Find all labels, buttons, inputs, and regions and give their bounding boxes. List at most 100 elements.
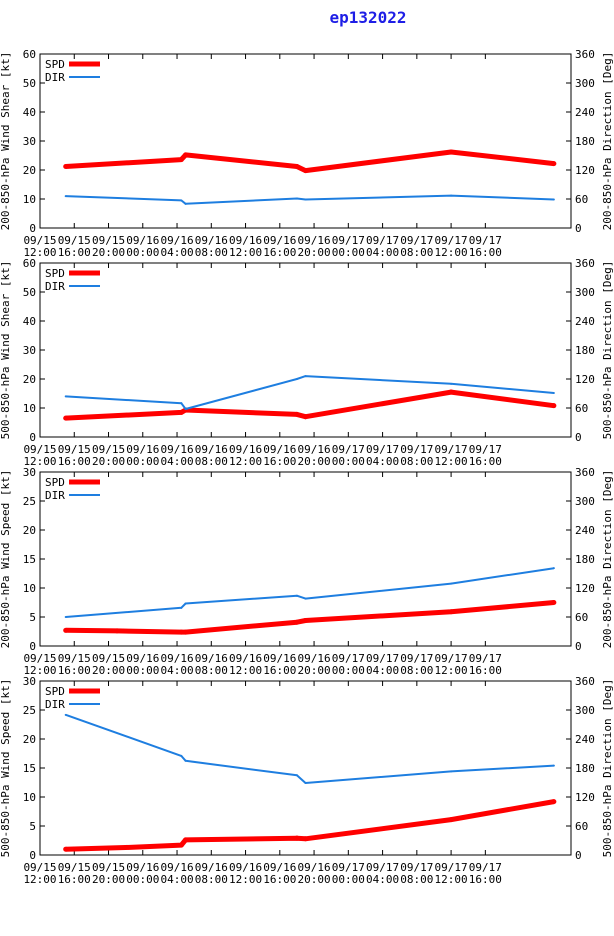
dir-data-point	[552, 567, 555, 570]
y2-tick-label: 300	[575, 286, 595, 299]
x-tick-day: 09/16	[229, 443, 262, 456]
x-tick-time: 12:00	[23, 455, 56, 468]
dir-data-point	[552, 764, 555, 767]
y-tick-label: 30	[23, 344, 36, 357]
x-tick-day: 09/17	[366, 652, 399, 665]
legend-label-spd: SPD	[45, 476, 65, 489]
y2-tick-label: 180	[575, 762, 595, 775]
dir-data-point	[295, 594, 298, 597]
x-tick-time: 12:00	[23, 873, 56, 886]
x-tick-day: 09/17	[400, 861, 433, 874]
x-tick-day: 09/16	[126, 443, 159, 456]
x-tick-day: 09/16	[263, 652, 296, 665]
y2-axis-title: 500-850-hPa Direction [Deg]	[601, 261, 614, 440]
y-tick-label: 10	[23, 791, 36, 804]
legend-label-dir: DIR	[45, 71, 65, 84]
y2-tick-label: 300	[575, 704, 595, 717]
x-tick-time: 16:00	[58, 873, 91, 886]
y2-tick-label: 60	[575, 193, 588, 206]
x-tick-day: 09/15	[58, 443, 91, 456]
x-tick-day: 09/17	[435, 861, 468, 874]
dir-data-point	[450, 382, 453, 385]
x-tick-day: 09/17	[332, 861, 365, 874]
y2-tick-label: 0	[575, 431, 582, 444]
x-tick-time: 00:00	[126, 873, 159, 886]
x-tick-day: 09/16	[298, 652, 331, 665]
spd-data-point	[303, 617, 308, 623]
x-tick-time: 04:00	[366, 455, 399, 468]
x-tick-time: 16:00	[469, 246, 502, 259]
x-tick-day: 09/17	[400, 652, 433, 665]
y-axis-title: 200-850-hPa Wind Shear [kt]	[0, 52, 12, 231]
y2-tick-label: 180	[575, 344, 595, 357]
dir-data-point	[180, 199, 183, 202]
dir-data-point	[64, 195, 67, 198]
y2-tick-label: 300	[575, 77, 595, 90]
spd-data-point	[303, 836, 308, 842]
x-tick-day: 09/16	[195, 652, 228, 665]
x-tick-day: 09/17	[366, 443, 399, 456]
y-tick-label: 0	[29, 431, 36, 444]
x-tick-day: 09/17	[332, 443, 365, 456]
x-tick-time: 20:00	[298, 664, 331, 677]
y-tick-label: 10	[23, 582, 36, 595]
x-tick-day: 09/17	[435, 234, 468, 247]
legend-label-dir: DIR	[45, 280, 65, 293]
dir-data-point	[184, 407, 187, 410]
x-tick-time: 04:00	[366, 873, 399, 886]
spd-data-point	[178, 409, 184, 415]
x-tick-time: 16:00	[263, 455, 296, 468]
spd-series-line	[65, 149, 555, 174]
chart-title: ep132022	[329, 8, 407, 27]
dir-series-line	[65, 713, 554, 784]
x-tick-day: 09/16	[160, 234, 193, 247]
plot-frame	[39, 53, 572, 229]
x-tick-day: 09/16	[298, 861, 331, 874]
spd-data-point	[448, 609, 454, 615]
x-tick-day: 09/17	[469, 234, 502, 247]
y2-tick-label: 60	[575, 820, 588, 833]
x-tick-day: 09/16	[229, 652, 262, 665]
x-tick-time: 12:00	[23, 246, 56, 259]
x-tick-day: 09/15	[23, 861, 56, 874]
y-tick-label: 20	[23, 164, 36, 177]
x-tick-time: 08:00	[195, 873, 228, 886]
x-tick-time: 16:00	[263, 664, 296, 677]
y-tick-label: 60	[23, 257, 36, 270]
x-tick-day: 09/15	[23, 234, 56, 247]
x-tick-time: 04:00	[160, 873, 193, 886]
x-tick-time: 08:00	[400, 246, 433, 259]
dir-data-point	[304, 781, 307, 784]
x-tick-time: 04:00	[160, 246, 193, 259]
dir-data-point	[180, 754, 183, 757]
y-tick-label: 10	[23, 402, 36, 415]
plot-frame	[39, 262, 572, 438]
legend-label-spd: SPD	[45, 58, 65, 71]
plot-frame	[39, 680, 572, 856]
x-tick-time: 20:00	[92, 246, 125, 259]
y-tick-label: 50	[23, 286, 36, 299]
y2-tick-label: 240	[575, 524, 595, 537]
spd-data-point	[303, 168, 308, 174]
y-tick-label: 50	[23, 77, 36, 90]
spd-data-point	[448, 149, 454, 155]
dir-data-point	[184, 759, 187, 762]
y-tick-label: 5	[29, 611, 36, 624]
x-tick-day: 09/16	[263, 443, 296, 456]
spd-series-line	[65, 389, 555, 421]
x-tick-day: 09/15	[58, 652, 91, 665]
legend-label-dir: DIR	[45, 489, 65, 502]
spd-data-point	[63, 627, 69, 633]
dir-data-point	[295, 197, 298, 200]
x-tick-time: 04:00	[366, 246, 399, 259]
dir-data-point	[450, 770, 453, 773]
spd-data-point	[114, 628, 120, 634]
spd-data-point	[183, 837, 189, 843]
y-tick-label: 0	[29, 222, 36, 235]
y2-tick-label: 240	[575, 315, 595, 328]
x-tick-time: 08:00	[400, 664, 433, 677]
x-tick-day: 09/16	[126, 652, 159, 665]
spd-data-point	[183, 629, 189, 635]
x-tick-day: 09/16	[126, 861, 159, 874]
